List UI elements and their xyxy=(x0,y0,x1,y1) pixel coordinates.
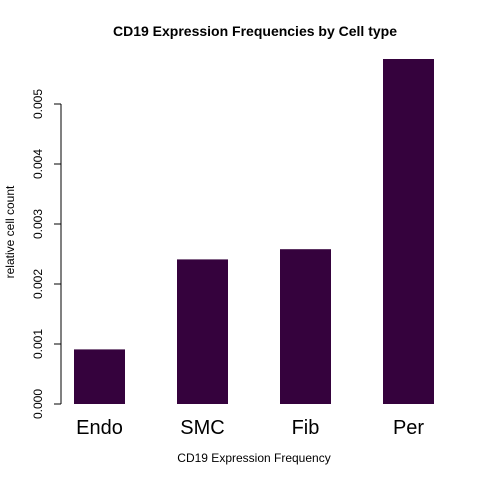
y-tick-label: 0.002 xyxy=(31,269,45,299)
y-tick-label: 0.000 xyxy=(31,389,45,419)
y-axis-label: relative cell count xyxy=(3,185,17,278)
bars-group xyxy=(74,59,434,404)
y-tick-label: 0.005 xyxy=(31,89,45,119)
x-tick-label: Fib xyxy=(292,417,320,439)
chart-title: CD19 Expression Frequencies by Cell type xyxy=(113,23,397,39)
y-axis: 0.000 0.001 0.002 0.003 0.004 0.005 xyxy=(31,89,62,419)
bar-per xyxy=(383,59,434,404)
x-tick-labels: Endo SMC Fib Per xyxy=(76,417,424,439)
bar-endo xyxy=(74,349,125,404)
y-tick-label: 0.001 xyxy=(31,329,45,359)
y-tick-label: 0.003 xyxy=(31,209,45,239)
x-tick-label: SMC xyxy=(180,417,224,439)
bar-smc xyxy=(177,259,228,404)
x-tick-label: Per xyxy=(393,417,424,439)
y-tick-label: 0.004 xyxy=(31,149,45,179)
x-axis-label: CD19 Expression Frequency xyxy=(177,451,330,465)
bar-fib xyxy=(280,249,331,404)
x-tick-label: Endo xyxy=(76,417,123,439)
